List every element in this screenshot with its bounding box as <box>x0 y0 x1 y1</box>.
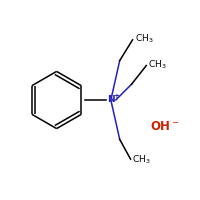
Text: +: + <box>113 93 119 99</box>
Text: CH$_3$: CH$_3$ <box>148 58 167 71</box>
Text: CH$_3$: CH$_3$ <box>132 154 151 166</box>
Text: CH$_3$: CH$_3$ <box>135 33 153 45</box>
Text: N: N <box>107 96 115 104</box>
Text: OH$^-$: OH$^-$ <box>150 120 180 133</box>
